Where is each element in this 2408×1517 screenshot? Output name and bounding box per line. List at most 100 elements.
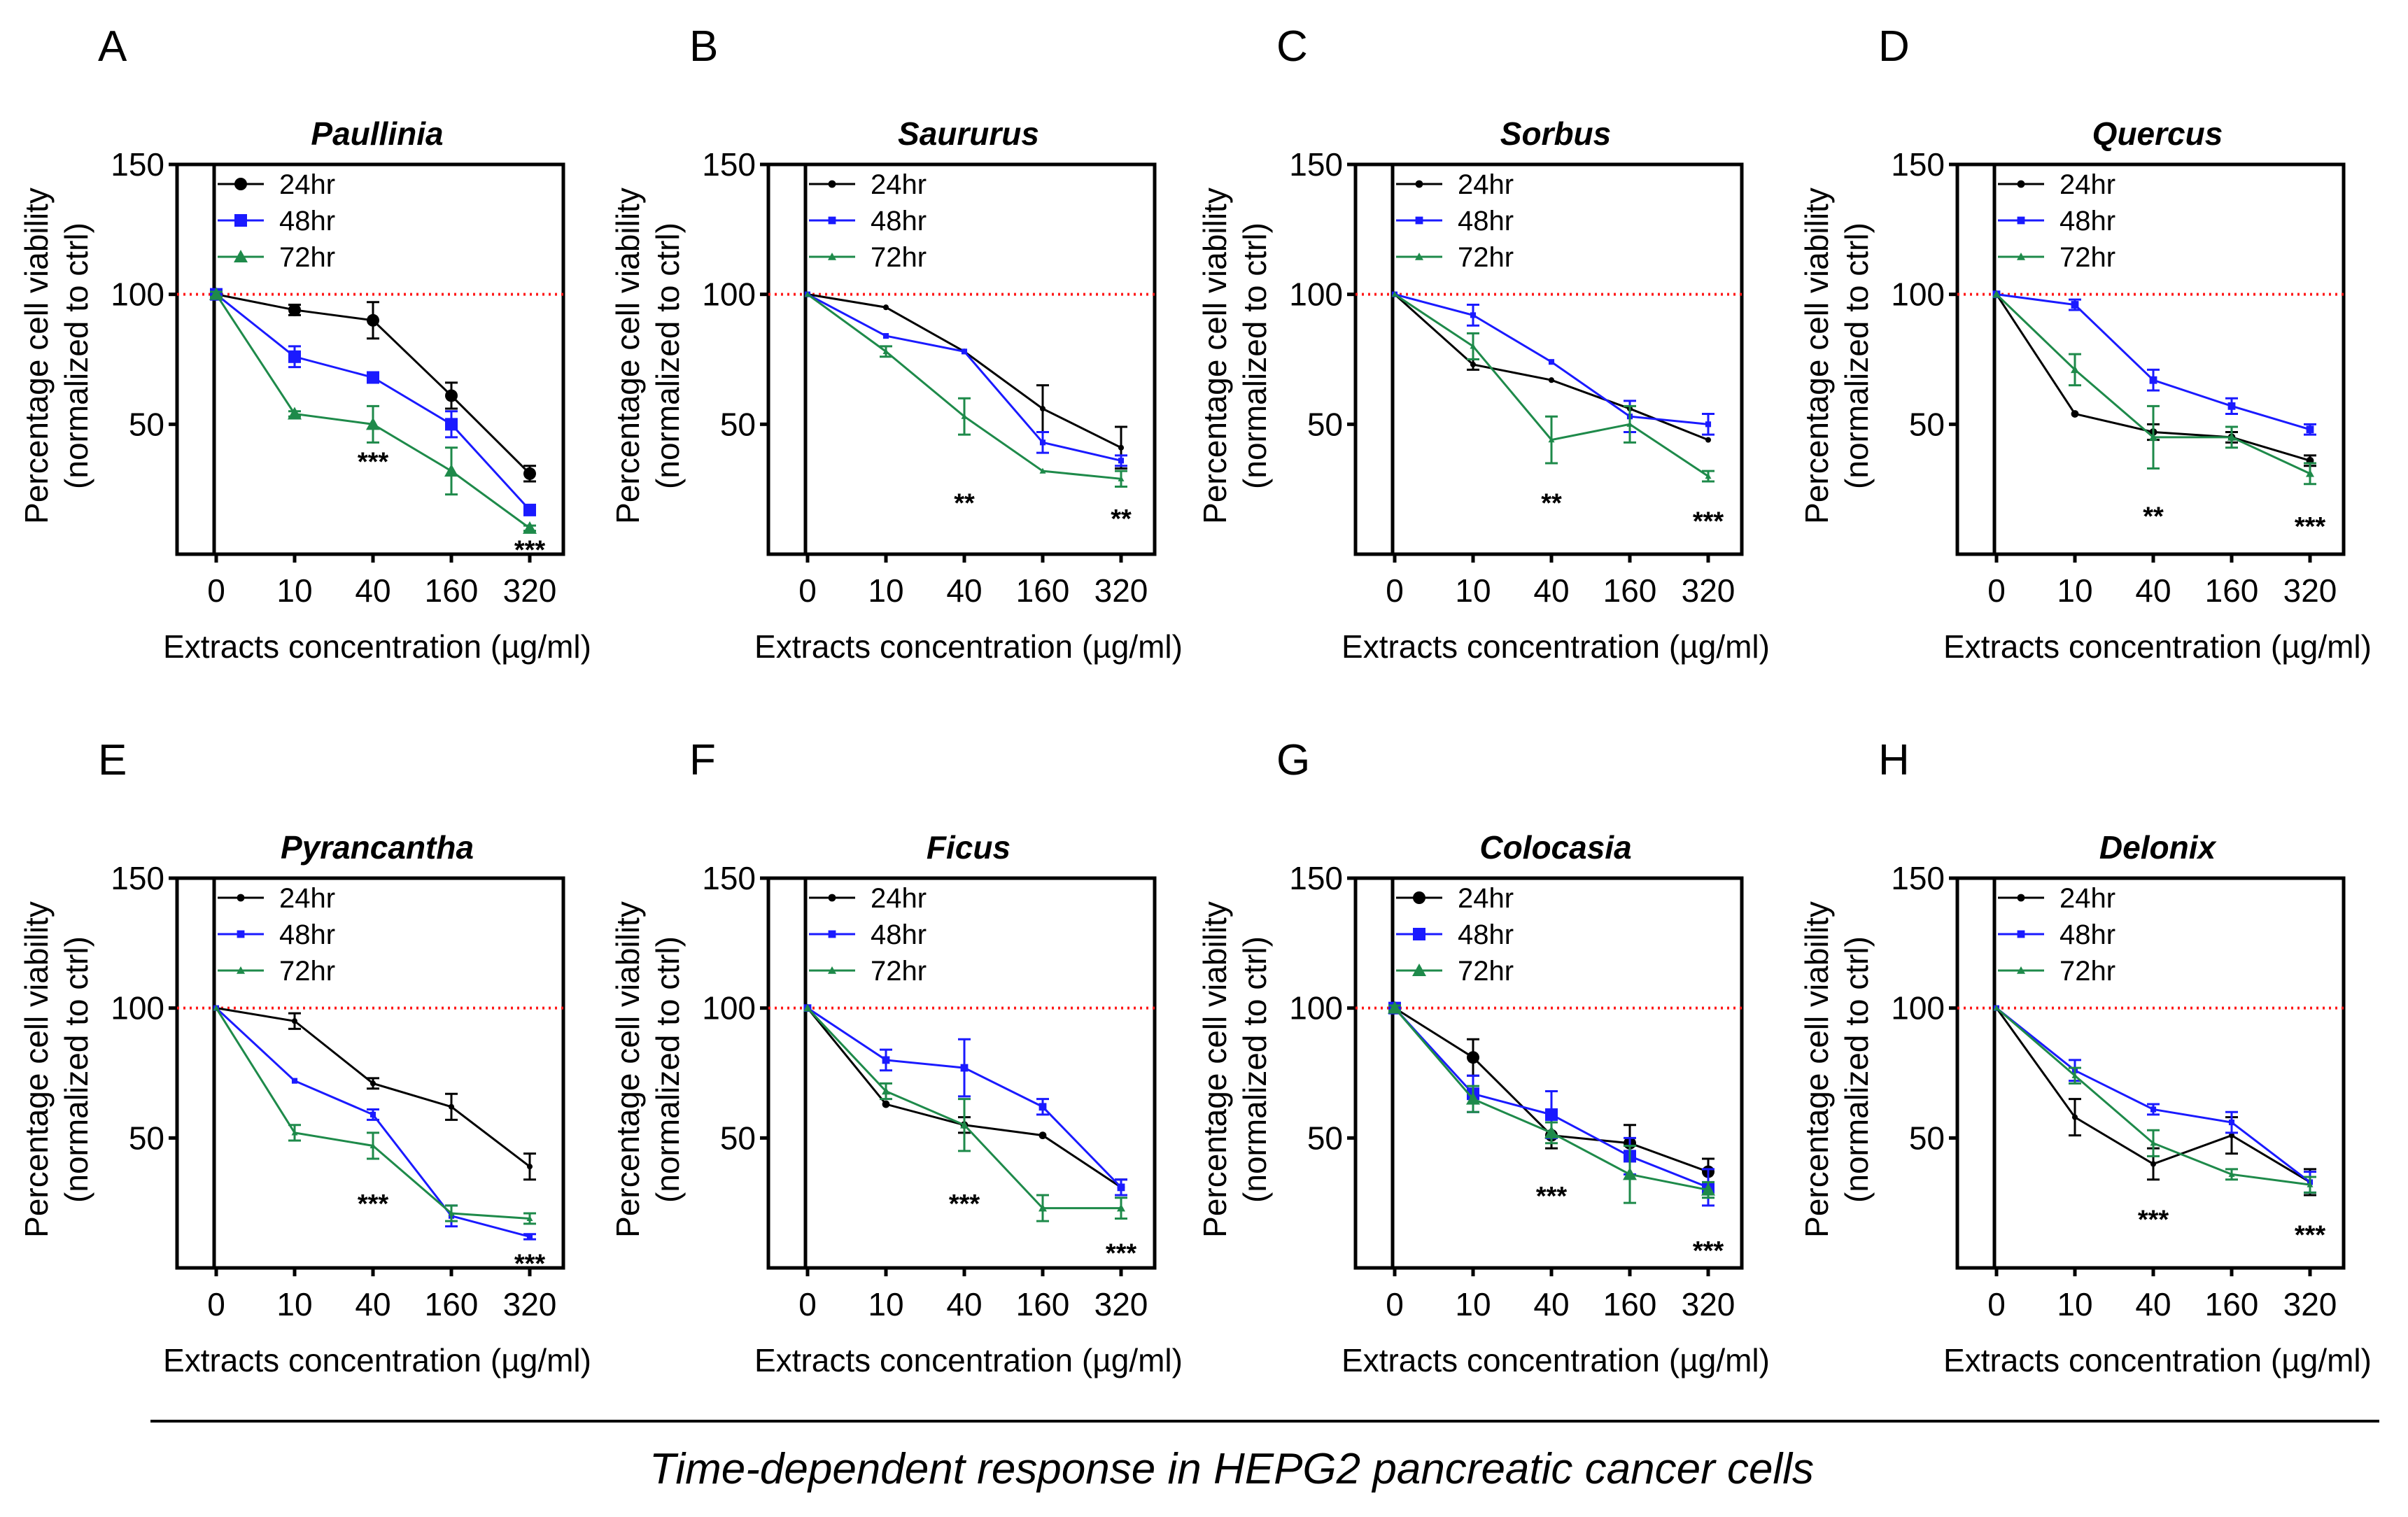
legend-label: 24hr: [1458, 169, 1514, 200]
data-point: [1117, 1204, 1125, 1212]
x-tick-label: 40: [355, 572, 390, 609]
x-axis-label: Extracts concentration (µg/ml): [1342, 628, 1770, 665]
y-tick-label: 50: [1307, 1120, 1343, 1156]
x-tick-label: 0: [798, 572, 817, 609]
plot-frame: [766, 162, 1157, 556]
data-point: [960, 1120, 969, 1129]
y-axis-label: Percentage cell viability: [1798, 901, 1835, 1238]
legend-label: 24hr: [871, 169, 927, 200]
legend-marker: [237, 894, 245, 902]
data-point: [1391, 291, 1398, 297]
panel-letter: A: [98, 22, 127, 71]
panel-d: D Quercus 50 100 150 0 10 40 160 320 Percentage ce…: [1798, 22, 2372, 665]
data-point: [369, 1111, 376, 1117]
y-tick-label: 50: [720, 1120, 756, 1156]
data-point: [526, 1215, 533, 1222]
legend-label: 72hr: [871, 242, 927, 273]
panel-f: F Ficus 50 100 150 0 10 40 160 320 Percentage cell…: [610, 736, 1183, 1378]
x-tick-label: 10: [1455, 572, 1491, 609]
x-axis-label: Extracts concentration (µg/ml): [754, 628, 1183, 665]
legend-marker: [237, 966, 245, 974]
data-point: [1992, 290, 2001, 298]
data-point: [213, 1005, 220, 1011]
y-tick-label: 150: [1891, 860, 1945, 896]
data-point: [2071, 410, 2079, 418]
y-axis-label: Percentage cell viability: [1197, 188, 1233, 524]
panel-title: Quercus: [2092, 115, 2223, 152]
legend-label: 48hr: [279, 919, 335, 950]
legend-marker: [2017, 930, 2025, 938]
significance-label: ***: [1536, 1182, 1568, 1211]
data-point: [523, 521, 537, 534]
x-tick-label: 160: [425, 572, 479, 609]
y-tick-label: 50: [1909, 406, 1945, 442]
y-tick-label: 100: [1891, 990, 1945, 1026]
legend-label: 48hr: [2060, 206, 2115, 237]
data-point: [1705, 421, 1712, 428]
y-tick-label: 100: [111, 990, 164, 1026]
panel-title: Saururus: [898, 115, 1039, 152]
x-tick-label: 40: [355, 1286, 390, 1322]
data-point: [1118, 458, 1125, 464]
significance-label: **: [1541, 489, 1562, 518]
legend-marker: [2017, 966, 2025, 974]
legend-marker: [1413, 891, 1425, 904]
data-point: [1038, 1204, 1047, 1212]
x-tick-label: 320: [1094, 1286, 1148, 1322]
data-point: [291, 1129, 298, 1136]
data-point: [1039, 406, 1046, 412]
x-tick-label: 320: [2283, 572, 2337, 609]
x-axis-label: Extracts concentration (µg/ml): [1943, 628, 2372, 665]
x-tick-label: 10: [2057, 572, 2092, 609]
data-point: [1701, 1183, 1715, 1196]
data-point: [366, 417, 380, 430]
legend-marker: [1415, 253, 1423, 260]
legend-marker: [1415, 216, 1423, 225]
series-72hr: [804, 291, 1127, 488]
panel-letter: G: [1276, 736, 1310, 784]
y-axis-sublabel: (normalized to ctrl): [1237, 936, 1273, 1203]
data-point: [882, 1087, 890, 1095]
x-tick-label: 320: [1682, 1286, 1735, 1322]
legend-marker: [2017, 253, 2025, 260]
data-point: [1118, 444, 1125, 451]
data-point: [803, 1003, 812, 1012]
y-tick-label: 50: [1307, 406, 1343, 442]
data-point: [369, 1142, 376, 1149]
legend-label: 72hr: [1458, 956, 1514, 987]
plot-frame: [1353, 876, 1744, 1270]
legend-marker: [1412, 964, 1426, 976]
plot-frame: [1955, 876, 2346, 1270]
data-point: [369, 1080, 376, 1087]
series-line-48hr: [807, 1007, 1122, 1188]
y-axis-sublabel: (normalized to ctrl): [58, 936, 94, 1203]
series-48hr: [1391, 291, 1715, 436]
y-axis-sublabel: (normalized to ctrl): [1237, 223, 1273, 489]
data-point: [448, 1103, 455, 1110]
data-point: [523, 467, 536, 480]
legend-marker: [1413, 928, 1425, 940]
panel-title: Paullinia: [311, 115, 443, 152]
data-point: [1117, 1183, 1125, 1192]
y-tick-label: 50: [129, 406, 164, 442]
legend-marker: [237, 930, 245, 938]
x-tick-label: 40: [946, 1286, 982, 1322]
panel-title: Sorbus: [1500, 115, 1611, 152]
significance-label: ***: [2295, 1221, 2326, 1250]
significance-label: **: [954, 489, 975, 518]
panel-letter: F: [689, 736, 716, 784]
series-48hr: [1388, 1001, 1715, 1207]
legend-marker: [2017, 894, 2025, 902]
y-tick-label: 50: [720, 406, 756, 442]
panel-title: Pyrancantha: [281, 829, 474, 866]
data-point: [1038, 1131, 1047, 1140]
significance-label: ***: [514, 536, 546, 565]
data-point: [882, 333, 889, 339]
data-point: [2228, 1132, 2235, 1138]
y-axis-sublabel: (normalized to ctrl): [1838, 936, 1875, 1203]
plot-frame: [1353, 162, 1744, 556]
significance-label: ***: [1693, 507, 1724, 537]
data-point: [523, 503, 536, 516]
y-axis-sublabel: (normalized to ctrl): [649, 223, 686, 489]
x-tick-label: 160: [1603, 572, 1657, 609]
